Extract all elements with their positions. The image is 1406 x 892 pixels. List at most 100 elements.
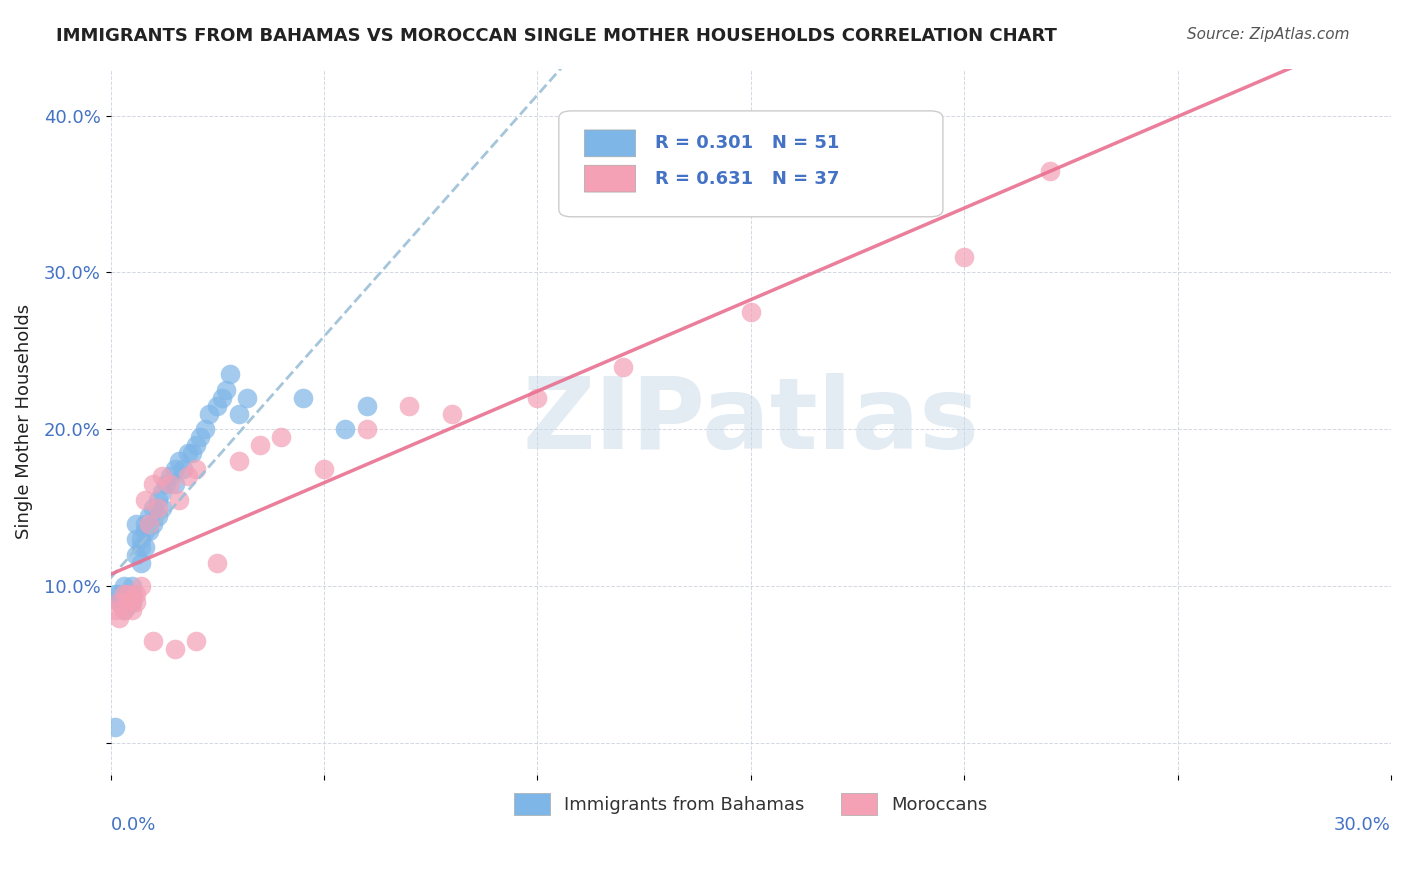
Point [121,587,143,601]
Point [159,477,181,491]
Point [236,391,259,405]
Point [134,540,156,554]
Text: R = 0.631   N = 37: R = 0.631 N = 37 [655,169,839,187]
Point [184,438,207,452]
Point [249,438,271,452]
Point [176,469,198,483]
Point [142,516,165,531]
Point [194,422,217,436]
Point [163,642,186,657]
Point [163,461,186,475]
Point [129,540,152,554]
Point [314,461,336,475]
Point [198,407,221,421]
Text: IMMIGRANTS FROM BAHAMAS VS MOROCCAN SINGLE MOTHER HOUSEHOLDS CORRELATION CHART: IMMIGRANTS FROM BAHAMAS VS MOROCCAN SING… [56,27,1057,45]
Point [112,603,135,617]
Point [104,603,127,617]
Point [356,399,378,413]
Point [138,508,160,523]
Point [188,430,211,444]
Point [121,591,143,606]
Point [207,556,229,570]
Point [228,454,250,468]
Point [167,493,190,508]
Point [150,469,173,483]
Point [612,359,634,374]
Text: 0.0%: 0.0% [111,815,156,833]
Point [176,446,198,460]
Point [129,533,152,547]
Point [125,533,148,547]
Point [108,587,131,601]
Y-axis label: Single Mother Households: Single Mother Households [15,304,32,539]
FancyBboxPatch shape [558,111,943,217]
Point [117,595,139,609]
Point [112,587,135,601]
Point [335,422,357,436]
Point [219,368,242,382]
FancyBboxPatch shape [585,165,636,192]
Point [134,493,156,508]
Point [398,399,420,413]
Point [146,500,169,515]
Point [740,304,762,318]
Point [291,391,314,405]
Point [125,516,148,531]
Point [117,598,139,612]
Point [180,446,202,460]
Point [270,430,292,444]
Point [441,407,464,421]
Point [167,454,190,468]
Point [150,500,173,515]
Point [142,634,165,648]
Point [125,587,148,601]
Point [142,500,165,515]
Point [104,721,127,735]
Point [112,579,135,593]
Point [953,250,976,264]
Point [112,595,135,609]
Point [117,587,139,601]
Point [117,587,139,601]
Point [129,579,152,593]
Point [134,524,156,539]
Point [108,610,131,624]
Point [1039,163,1062,178]
Point [108,595,131,609]
Point [125,548,148,562]
Text: ZIPatlas: ZIPatlas [523,373,980,470]
Text: R = 0.301   N = 51: R = 0.301 N = 51 [655,135,839,153]
Point [125,595,148,609]
Point [129,556,152,570]
Point [215,383,238,397]
Point [172,461,194,475]
Legend: Immigrants from Bahamas, Moroccans: Immigrants from Bahamas, Moroccans [506,786,995,822]
Point [121,579,143,593]
Point [121,603,143,617]
Point [117,591,139,606]
Point [159,469,181,483]
Point [112,603,135,617]
Point [138,516,160,531]
Point [155,477,177,491]
Point [356,422,378,436]
FancyBboxPatch shape [585,130,636,157]
Point [146,493,169,508]
Point [138,524,160,539]
Point [150,485,173,500]
Text: 30.0%: 30.0% [1334,815,1391,833]
Point [163,477,186,491]
Point [108,595,131,609]
Point [184,461,207,475]
Point [211,391,233,405]
Point [142,477,165,491]
Point [104,587,127,601]
Point [207,399,229,413]
Point [526,391,548,405]
Point [121,595,143,609]
Text: Source: ZipAtlas.com: Source: ZipAtlas.com [1187,27,1350,42]
Point [134,516,156,531]
Point [184,634,207,648]
Point [146,508,169,523]
Point [228,407,250,421]
